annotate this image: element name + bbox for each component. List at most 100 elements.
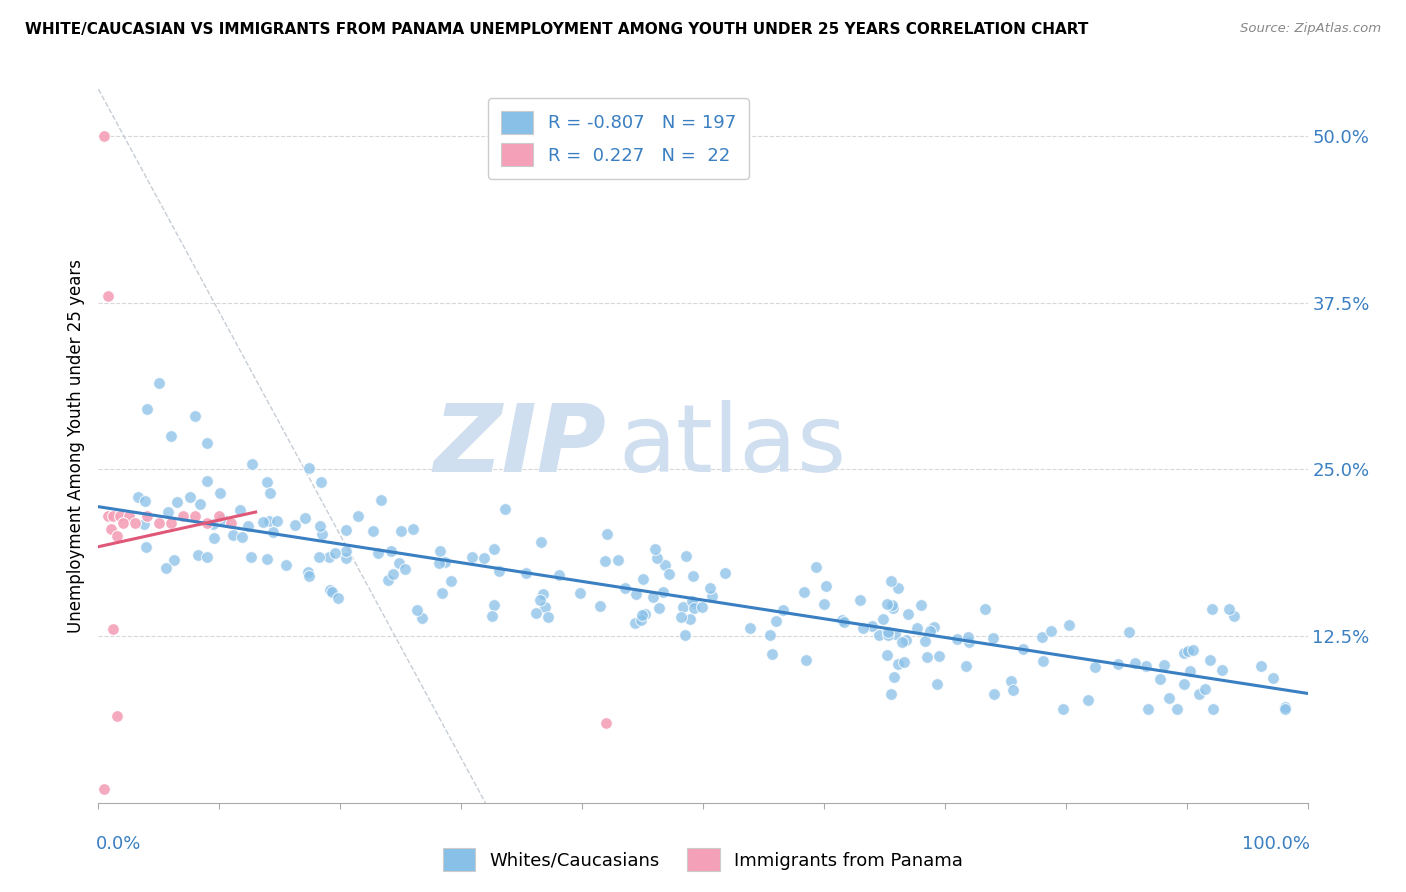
Point [1032,654,1054,668]
Point [641,590,664,604]
Point [1137,702,1160,716]
Point [481,608,503,623]
Point [321,585,343,599]
Point [890,635,912,649]
Point [595,715,617,730]
Point [240,457,263,471]
Point [872,612,894,626]
Point [311,526,333,541]
Point [427,556,450,570]
Point [108,509,131,524]
Point [880,687,903,701]
Point [311,475,333,490]
Point [882,600,904,615]
Point [405,603,427,617]
Text: ZIP: ZIP [433,400,606,492]
Point [195,435,218,450]
Point [160,429,183,443]
Text: Source: ZipAtlas.com: Source: ZipAtlas.com [1240,22,1381,36]
Point [624,587,647,601]
Point [335,551,357,566]
Point [494,502,516,516]
Text: WHITE/CAUCASIAN VS IMMIGRANTS FROM PANAMA UNEMPLOYMENT AMONG YOUTH UNDER 25 YEAR: WHITE/CAUCASIAN VS IMMIGRANTS FROM PANAM… [25,22,1088,37]
Point [547,567,569,582]
Point [387,556,409,570]
Point [894,632,917,647]
Point [93,782,115,797]
Point [380,544,402,558]
Point [671,610,693,624]
Point [1194,681,1216,696]
Point [148,376,170,390]
Point [1107,657,1129,671]
Point [326,591,349,605]
Point [1274,702,1296,716]
Point [256,475,278,489]
Point [533,600,555,615]
Point [370,493,392,508]
Point [157,505,180,519]
Point [645,550,668,565]
Point [530,535,553,549]
Point [1166,702,1188,716]
Point [163,553,186,567]
Point [740,621,762,635]
Point [671,599,693,614]
Point [955,658,977,673]
Point [440,574,463,588]
Point [631,573,654,587]
Point [461,549,484,564]
Point [252,515,274,529]
Point [222,528,245,542]
Point [884,627,907,641]
Point [240,549,263,564]
Point [382,566,405,581]
Point [624,616,647,631]
Point [434,556,457,570]
Point [1031,630,1053,644]
Point [765,614,787,628]
Point [274,558,297,572]
Point [135,402,157,417]
Point [155,561,177,575]
Point [877,624,900,639]
Point [678,612,700,626]
Point [488,564,510,578]
Point [1274,699,1296,714]
Point [876,648,898,663]
Point [259,486,281,500]
Point [284,517,307,532]
Point [135,509,157,524]
Point [1002,683,1025,698]
Point [124,516,146,530]
Point [868,628,890,642]
Point [188,497,211,511]
Point [1250,658,1272,673]
Point [699,581,721,595]
Point [97,509,120,524]
Point [323,545,346,559]
Point [910,598,932,612]
Point [179,490,201,504]
Point [389,524,412,538]
Point [148,516,170,530]
Point [208,486,231,500]
Point [411,611,433,625]
Point [211,512,233,526]
Point [887,581,910,595]
Point [318,550,340,565]
Point [430,586,453,600]
Point [195,549,218,564]
Point [319,583,342,598]
Point [915,649,938,664]
Point [1198,653,1220,667]
Point [772,603,794,617]
Point [675,549,697,564]
Point [1135,658,1157,673]
Legend: R = -0.807   N = 197, R =  0.227   N =  22: R = -0.807 N = 197, R = 0.227 N = 22 [488,98,748,179]
Point [1000,674,1022,689]
Y-axis label: Unemployment Among Youth under 25 years: Unemployment Among Youth under 25 years [66,259,84,633]
Point [973,602,995,616]
Point [928,648,950,663]
Point [297,565,319,579]
